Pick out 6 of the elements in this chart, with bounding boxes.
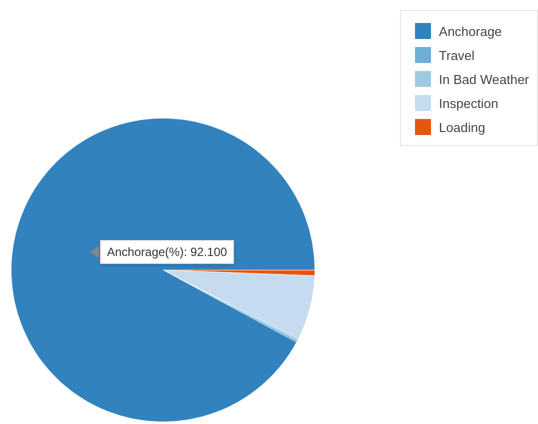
legend-label: In Bad Weather bbox=[438, 72, 529, 86]
text: Anchorage(%): 92.100 bbox=[100, 240, 234, 264]
legend-label: Loading bbox=[438, 120, 486, 134]
legend-label: Anchorage bbox=[438, 24, 502, 38]
legend-label: Inspection bbox=[438, 96, 498, 110]
legend-label: Travel bbox=[438, 48, 475, 62]
